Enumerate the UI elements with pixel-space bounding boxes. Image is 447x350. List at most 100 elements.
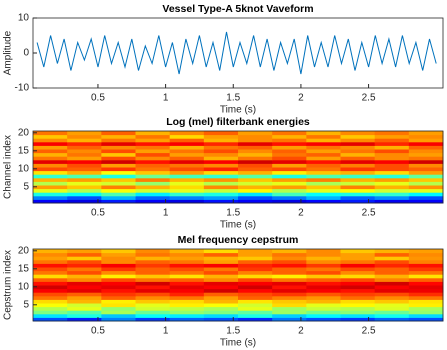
- heat-cell: [272, 256, 307, 261]
- heat-cell: [203, 263, 239, 268]
- heat-cell: [101, 310, 136, 315]
- heat-cell: [306, 170, 341, 175]
- heat-cell: [340, 281, 376, 286]
- heat-cell: [238, 174, 273, 179]
- heat-cell: [101, 181, 136, 186]
- heat-cell: [135, 192, 171, 197]
- heat-cell: [33, 138, 68, 143]
- heat-cell: [374, 259, 410, 264]
- heat-cell: [408, 138, 444, 143]
- heat-cell: [135, 267, 171, 272]
- heat-cell: [374, 252, 410, 257]
- heat-cell: [374, 317, 410, 322]
- heat-cell: [101, 141, 136, 146]
- heat-cell: [306, 303, 341, 308]
- heat-cell: [67, 181, 102, 186]
- x-axis-label: Time (s): [220, 338, 256, 349]
- heat-cell: [374, 267, 410, 272]
- heat-cell: [408, 163, 444, 168]
- heat-cell: [33, 156, 68, 161]
- heat-cell: [203, 170, 239, 175]
- heat-cell: [272, 295, 307, 300]
- heat-cell: [340, 267, 376, 272]
- heat-cell: [374, 274, 410, 279]
- heat-cell: [203, 138, 239, 143]
- heat-cell: [169, 141, 205, 146]
- heat-cell: [33, 170, 68, 175]
- heat-cell: [135, 285, 171, 290]
- heat-cell: [408, 177, 444, 182]
- heat-cell: [169, 310, 205, 315]
- heat-cell: [101, 149, 136, 154]
- heat-cell: [408, 167, 444, 172]
- y-axis-label: Amplitude: [3, 30, 14, 75]
- heat-cell: [272, 306, 307, 311]
- heat-cell: [374, 270, 410, 275]
- heat-cell: [67, 163, 102, 168]
- heat-cell: [67, 134, 102, 139]
- heat-cell: [203, 270, 239, 275]
- x-tick-label: 2.5: [362, 326, 376, 337]
- heat-cell: [203, 134, 239, 139]
- heat-cell: [408, 313, 444, 318]
- heat-cell: [203, 195, 239, 200]
- x-axis-label: Time (s): [220, 105, 256, 116]
- heat-cell: [306, 195, 341, 200]
- heat-cell: [67, 285, 102, 290]
- heat-cell: [238, 256, 273, 261]
- waveform: [36, 31, 437, 75]
- x-tick-label: 2.5: [362, 208, 376, 219]
- heat-cell: [408, 277, 444, 282]
- heat-cell: [408, 199, 444, 204]
- heat-cell: [306, 270, 341, 275]
- heat-cell: [203, 303, 239, 308]
- heat-cell: [340, 192, 376, 197]
- heat-cell: [408, 299, 444, 304]
- heat-cell: [272, 267, 307, 272]
- heat-cell: [272, 181, 307, 186]
- heat-cell: [238, 199, 273, 204]
- heat-cell: [135, 177, 171, 182]
- heat-cell: [408, 185, 444, 190]
- x-tick-label: 0.5: [91, 326, 105, 337]
- heat-cell: [374, 192, 410, 197]
- heat-cell: [306, 163, 341, 168]
- heat-cell: [272, 185, 307, 190]
- heat-cell: [169, 274, 205, 279]
- heat-cell: [203, 141, 239, 146]
- heat-cell: [67, 199, 102, 204]
- heat-cell: [306, 263, 341, 268]
- heat-cell: [272, 134, 307, 139]
- heat-cell: [169, 134, 205, 139]
- heat-cell: [374, 181, 410, 186]
- heat-cell: [340, 277, 376, 282]
- chart-title: Log (mel) filterbank energies: [166, 116, 310, 128]
- heat-cell: [203, 259, 239, 264]
- heat-cell: [67, 159, 102, 164]
- heat-cell: [340, 188, 376, 193]
- heat-cell: [272, 274, 307, 279]
- heat-cell: [374, 174, 410, 179]
- heat-cell: [169, 174, 205, 179]
- heat-cell: [306, 317, 341, 322]
- heat-cell: [101, 281, 136, 286]
- heat-cell: [272, 138, 307, 143]
- heat-cell: [135, 256, 171, 261]
- heat-cell: [374, 145, 410, 150]
- heat-cell: [135, 317, 171, 322]
- heat-cell: [408, 267, 444, 272]
- heat-cell: [374, 134, 410, 139]
- heat-cell: [135, 292, 171, 297]
- heat-cell: [169, 249, 205, 254]
- heat-cell: [101, 199, 136, 204]
- heat-cell: [340, 138, 376, 143]
- heat-cell: [203, 274, 239, 279]
- heat-cell: [169, 167, 205, 172]
- heat-cell: [33, 185, 68, 190]
- heat-cell: [306, 277, 341, 282]
- heat-cell: [169, 252, 205, 257]
- heat-cell: [238, 131, 273, 136]
- heat-cell: [374, 167, 410, 172]
- heat-cell: [67, 252, 102, 257]
- heat-cell: [203, 188, 239, 193]
